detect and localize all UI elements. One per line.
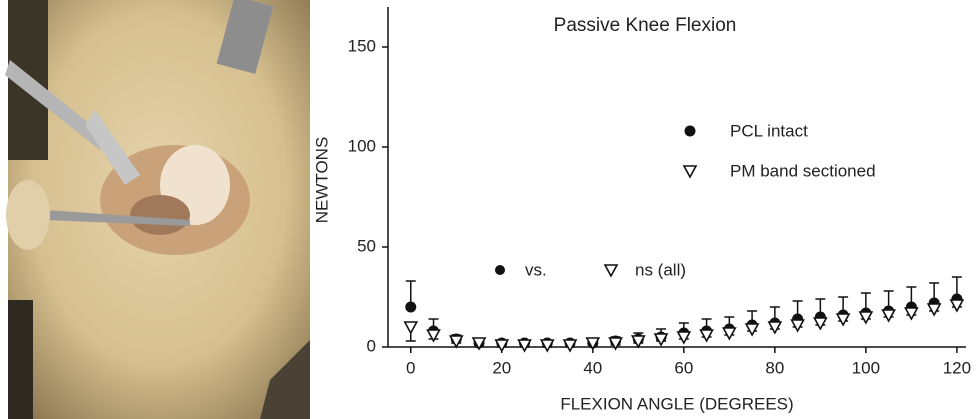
data-point xyxy=(676,331,692,345)
data-point xyxy=(405,301,417,313)
annotation: ns (all) xyxy=(635,260,686,279)
legend-label: PM band sectioned xyxy=(730,161,876,180)
data-point xyxy=(721,327,737,341)
data-point xyxy=(494,339,510,353)
data-point xyxy=(949,299,965,313)
data-point xyxy=(790,319,805,333)
y-tick-label: 150 xyxy=(348,36,376,55)
x-tick-label: 100 xyxy=(852,358,880,377)
y-tick-label: 0 xyxy=(367,336,376,355)
data-point xyxy=(608,337,623,351)
annotation: vs. xyxy=(525,260,547,279)
data-point xyxy=(471,337,487,351)
x-tick-label: 80 xyxy=(765,358,784,377)
y-tick-label: 50 xyxy=(357,236,376,255)
data-point xyxy=(881,309,896,323)
legend-marker xyxy=(684,125,696,137)
x-tick-label: 40 xyxy=(583,358,602,377)
legend-marker xyxy=(682,165,698,179)
data-point xyxy=(448,335,464,349)
data-point xyxy=(926,303,942,317)
x-tick-label: 120 xyxy=(943,358,971,377)
data-point xyxy=(585,337,601,351)
data-point xyxy=(630,335,646,349)
data-point xyxy=(835,313,851,327)
data-point xyxy=(426,329,441,343)
specimen-photo xyxy=(5,0,310,419)
data-point xyxy=(858,311,874,325)
x-tick-label: 60 xyxy=(674,358,693,377)
data-point xyxy=(653,333,669,347)
x-axis-label: FLEXION ANGLE (DEGREES) xyxy=(560,394,793,413)
y-axis-label: NEWTONS xyxy=(312,137,331,224)
annotation-symbol xyxy=(603,264,619,278)
data-point xyxy=(813,317,828,331)
x-tick-label: 20 xyxy=(492,358,511,377)
data-point xyxy=(744,323,760,337)
chart-title: Passive Knee Flexion xyxy=(554,15,737,36)
y-tick-label: 100 xyxy=(348,136,376,155)
data-point xyxy=(562,339,578,353)
data-point xyxy=(699,329,714,343)
annotation-symbol xyxy=(495,265,505,275)
data-point xyxy=(539,339,555,353)
data-point xyxy=(403,321,419,335)
legend-label: PCL intact xyxy=(730,121,808,140)
x-tick-label: 0 xyxy=(406,358,415,377)
data-point xyxy=(904,307,919,321)
data-point xyxy=(517,339,532,353)
data-point xyxy=(767,321,783,335)
